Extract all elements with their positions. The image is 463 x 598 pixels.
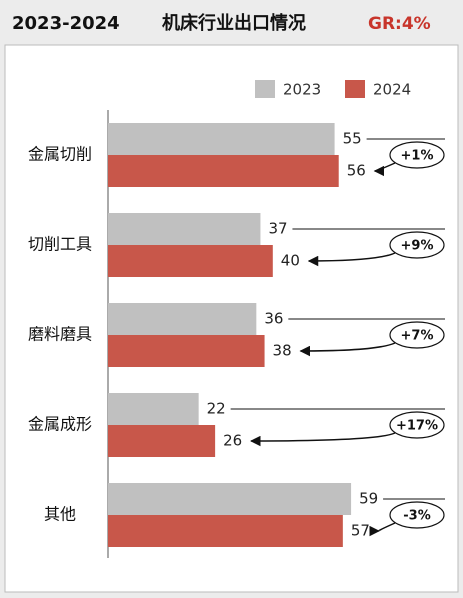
category-label: 金属成形: [28, 415, 92, 434]
value-label: 59: [359, 490, 378, 508]
bar: [108, 335, 265, 367]
legend-swatch: [345, 80, 365, 98]
annotation-badge: [389, 321, 445, 349]
legend-label: 2023: [283, 81, 321, 99]
arrow: [307, 252, 396, 267]
value-label: 26: [223, 432, 242, 450]
chart-subtitle: 机床行业出口情况: [162, 12, 306, 34]
category-label: 金属切削: [28, 145, 92, 164]
value-label: 40: [281, 252, 300, 270]
value-label: 36: [264, 310, 283, 328]
legend-label: 2024: [373, 81, 411, 99]
arrow: [250, 432, 396, 447]
annotation: +9%: [401, 239, 434, 254]
bar: [108, 483, 352, 515]
bar: [108, 425, 216, 457]
arrow: [299, 342, 396, 357]
annotation-badge: [389, 411, 445, 439]
annotation: +7%: [401, 329, 434, 344]
arrow: [373, 162, 396, 177]
chart-title: 2023-2024: [12, 13, 120, 34]
value-label: 38: [273, 342, 292, 360]
value-label: 57: [351, 522, 370, 540]
annotation-badge: [389, 231, 445, 259]
annotation-badge: [389, 141, 445, 169]
bar: [108, 303, 257, 335]
value-label: 22: [207, 400, 226, 418]
category-label: 磨料磨具: [28, 325, 92, 344]
arrow: [369, 522, 396, 537]
bar: [108, 155, 339, 187]
value-label: 55: [343, 130, 362, 148]
bar: [108, 123, 335, 155]
bar: [108, 515, 343, 547]
bar: [108, 213, 261, 245]
value-label: 37: [268, 220, 287, 238]
bar: [108, 245, 273, 277]
legend-swatch: [255, 80, 275, 98]
category-label: 其他: [44, 505, 76, 524]
value-label: 56: [347, 162, 366, 180]
bar: [108, 393, 199, 425]
annotation: +1%: [401, 149, 434, 164]
annotation-badge: [389, 501, 445, 529]
annotation: +17%: [396, 419, 438, 434]
annotation: -3%: [403, 509, 430, 524]
category-label: 切削工具: [28, 235, 92, 254]
growth-label: GR:4%: [368, 14, 431, 34]
